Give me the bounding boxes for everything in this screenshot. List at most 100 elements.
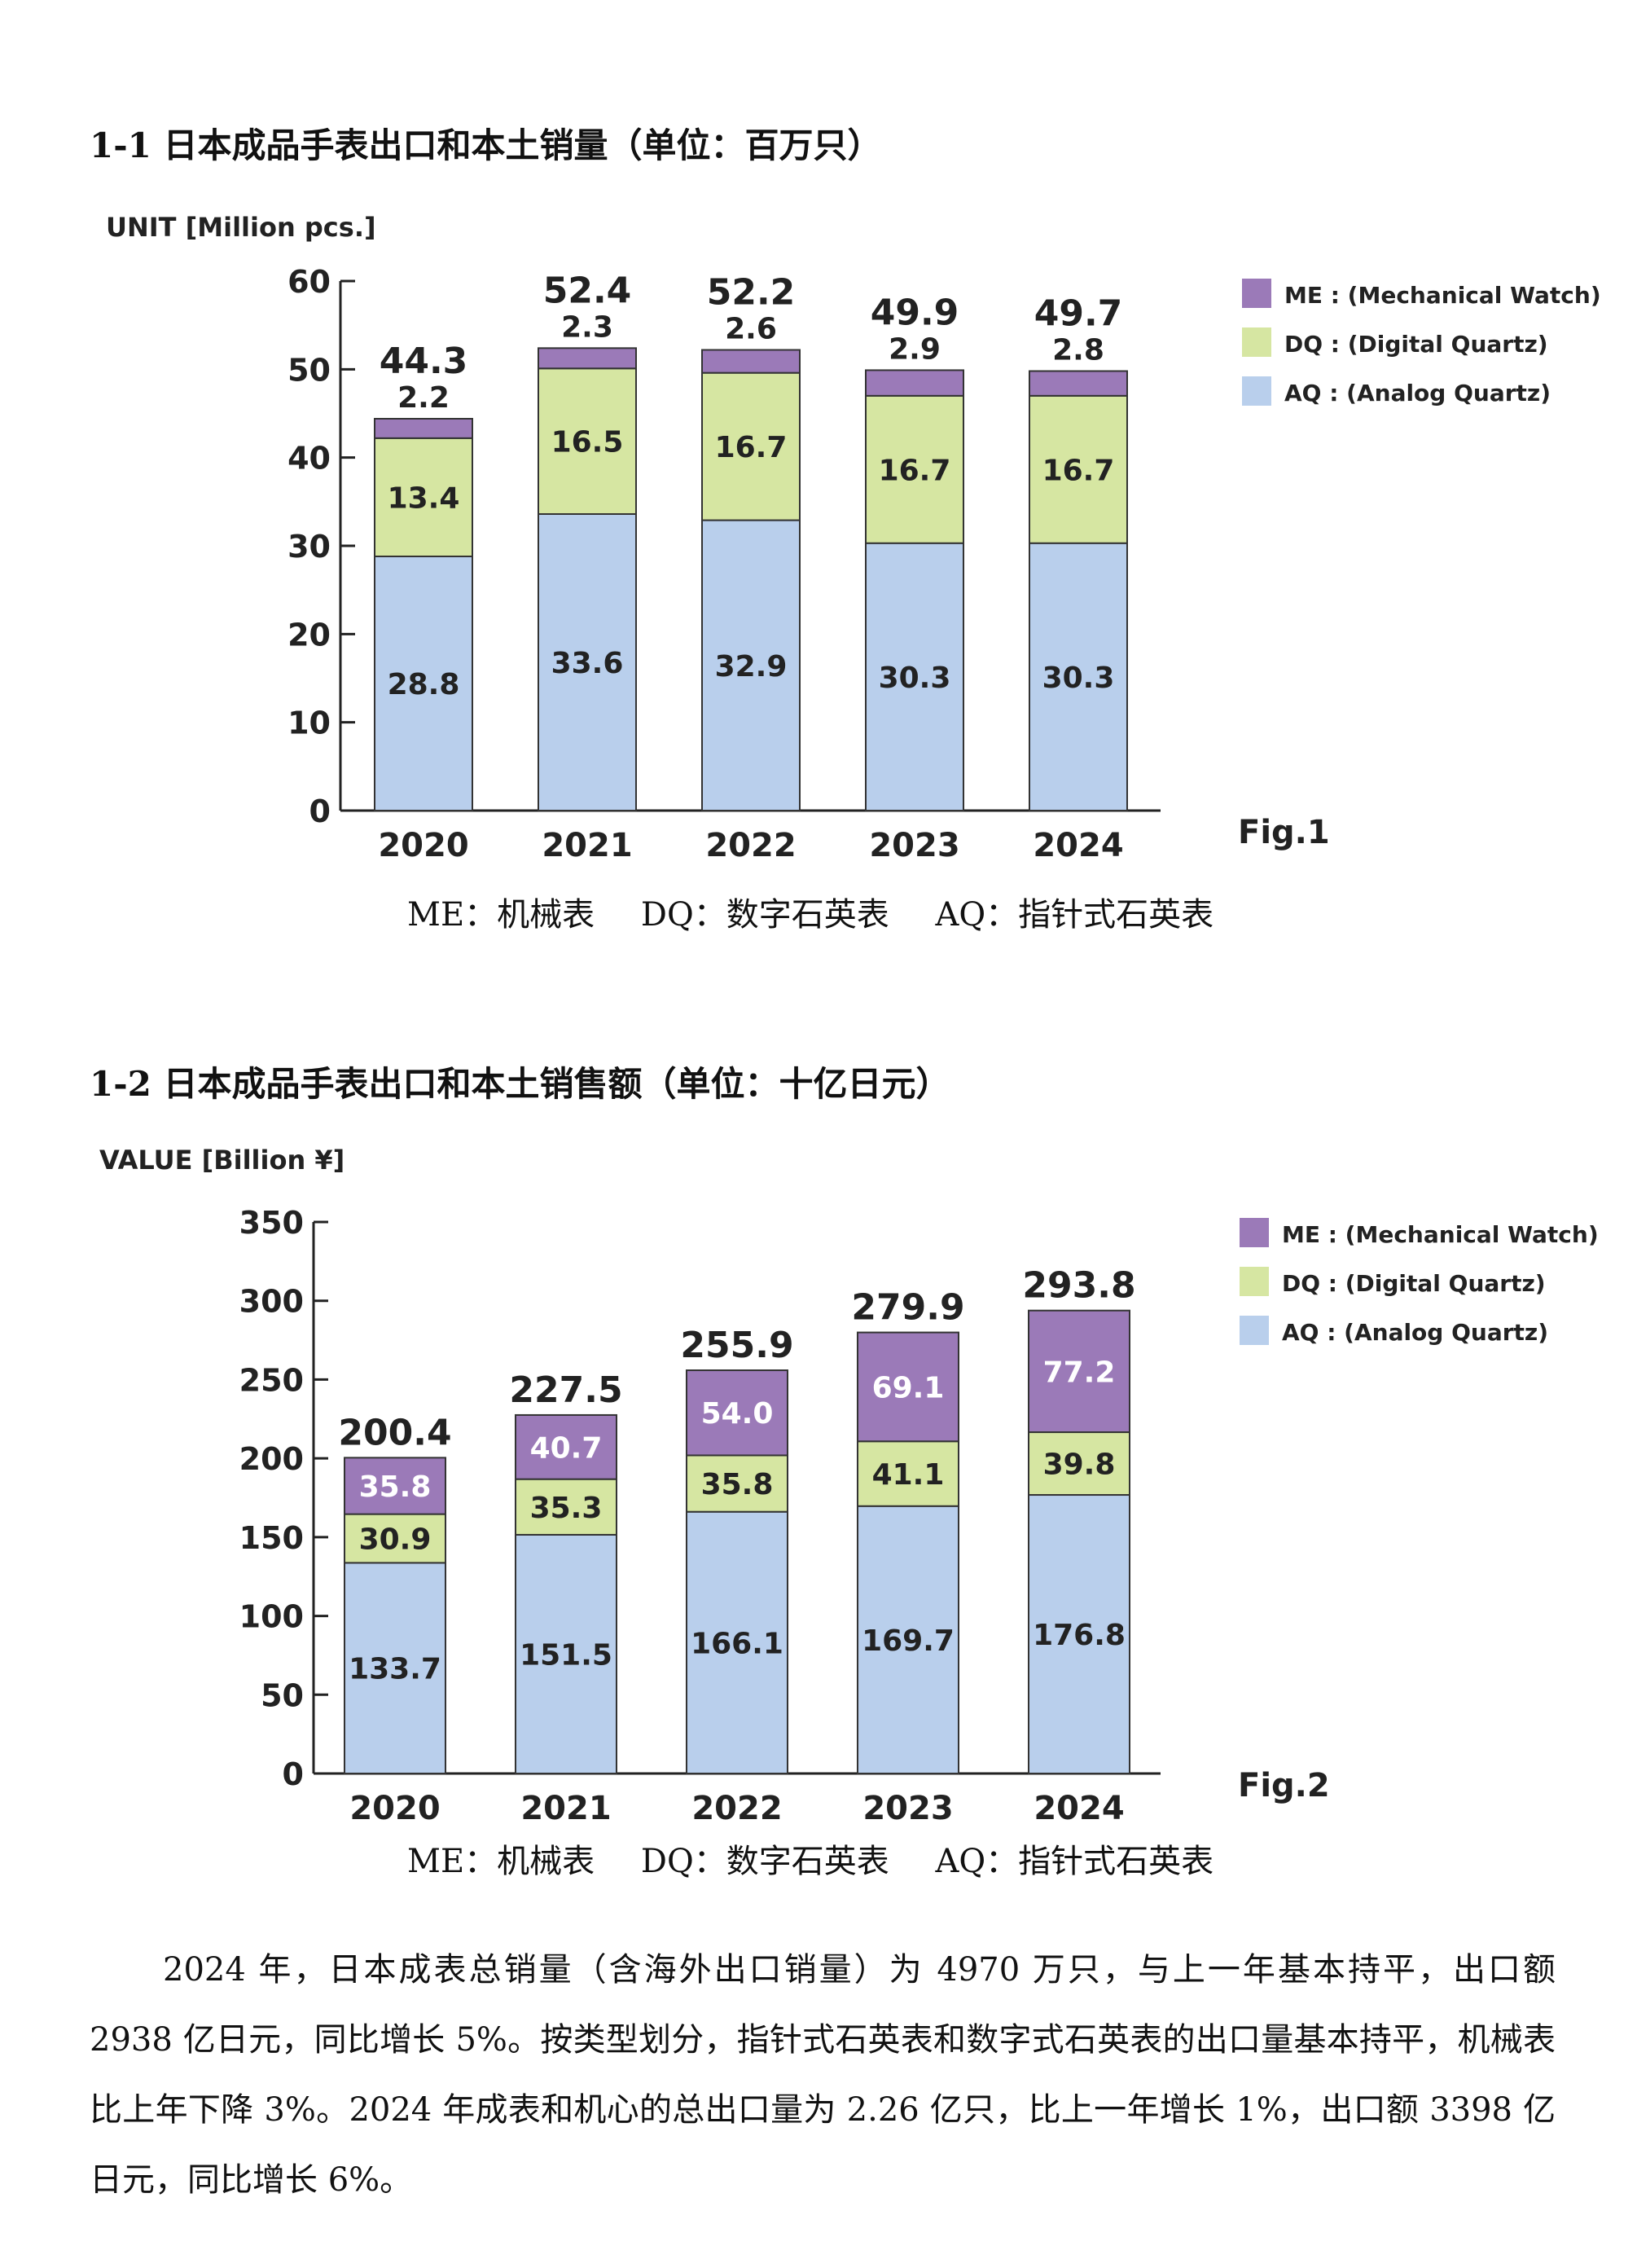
data-label-aq: 176.8 bbox=[1033, 1619, 1126, 1652]
legend-label-me: ME : (Mechanical Watch) bbox=[1284, 282, 1601, 309]
data-label-dq: 16.7 bbox=[879, 454, 951, 487]
data-label-aq: 169.7 bbox=[862, 1624, 955, 1658]
caption-dq: DQ：数字石英表 bbox=[640, 896, 889, 934]
chart-2-value: VALUE [Billion ¥] 0 50 100 150 200 250 300 350 13… bbox=[99, 1145, 1599, 1827]
data-label-dq: 35.3 bbox=[530, 1492, 603, 1525]
data-label-me: 40.7 bbox=[530, 1431, 603, 1465]
bar-segment-me bbox=[1028, 1309, 1130, 1434]
legend-swatch-me bbox=[1242, 279, 1271, 308]
data-label-aq: 151.5 bbox=[520, 1638, 612, 1672]
caption-dq: DQ：数字石英表 bbox=[640, 1843, 889, 1880]
x-tick-label: 2022 bbox=[705, 827, 796, 864]
y-tick-label: 10 bbox=[287, 705, 331, 741]
bar-segment-aq bbox=[515, 1533, 617, 1774]
data-label-aq: 28.8 bbox=[388, 668, 460, 701]
bar-segment-dq bbox=[344, 1513, 446, 1564]
x-tick-label: 2022 bbox=[691, 1790, 782, 1827]
section-2-heading: 1-2 日本成品手表出口和本土销售额（单位：十亿日元） bbox=[90, 1064, 950, 1104]
y-tick-label: 40 bbox=[287, 441, 331, 477]
data-label-me: 35.8 bbox=[359, 1470, 432, 1504]
total-label: 200.4 bbox=[338, 1412, 451, 1453]
caption-me: ME：机械表 bbox=[407, 896, 595, 934]
data-label-me: 77.2 bbox=[1043, 1356, 1116, 1389]
bar-segment-dq bbox=[865, 394, 964, 544]
bar-segment-aq bbox=[344, 1562, 446, 1774]
y-tick-label: 60 bbox=[287, 264, 331, 300]
section-1-heading: 1-1 日本成品手表出口和本土销量（单位：百万只） bbox=[90, 125, 882, 165]
x-tick-label: 2020 bbox=[349, 1790, 440, 1827]
data-label-dq: 39.8 bbox=[1043, 1448, 1116, 1482]
bar-segment-me bbox=[857, 1331, 959, 1443]
chart-1-unit: UNIT [Million pcs.] 0 10 20 30 40 50 60 28.8 13.4… bbox=[106, 212, 1601, 864]
y-tick-label: 100 bbox=[239, 1599, 304, 1635]
bar-segment-aq bbox=[1028, 1494, 1130, 1774]
total-label: 49.7 bbox=[1034, 293, 1123, 335]
data-label-dq: 16.7 bbox=[1042, 454, 1115, 487]
legend-label-dq: DQ : (Digital Quartz) bbox=[1282, 1270, 1546, 1297]
y-tick-label: 250 bbox=[239, 1362, 304, 1398]
bar-segment-me bbox=[686, 1369, 788, 1457]
bar-segment-me bbox=[515, 1413, 617, 1480]
data-label-me: 54.0 bbox=[701, 1397, 774, 1431]
y-tick-label: 200 bbox=[239, 1441, 304, 1477]
legend-swatch-me bbox=[1240, 1218, 1269, 1247]
legend-label-dq: DQ : (Digital Quartz) bbox=[1284, 331, 1548, 358]
legend-swatch-dq bbox=[1240, 1267, 1269, 1296]
y-axis-label: UNIT [Million pcs.] bbox=[106, 212, 376, 243]
bar-segment-aq bbox=[701, 519, 801, 811]
data-label-aq: 30.3 bbox=[879, 662, 951, 695]
y-tick-label: 150 bbox=[239, 1520, 304, 1556]
data-label-dq: 41.1 bbox=[872, 1458, 945, 1492]
bar-segment-aq bbox=[538, 513, 637, 811]
legend-swatch-aq bbox=[1242, 376, 1271, 406]
data-label-dq: 16.7 bbox=[715, 431, 788, 464]
bar-segment-me bbox=[374, 418, 473, 439]
x-tick-label: 2023 bbox=[862, 1790, 953, 1827]
y-tick-label: 50 bbox=[261, 1677, 304, 1713]
data-label-me: 2.9 bbox=[889, 332, 941, 366]
total-label: 52.2 bbox=[707, 272, 796, 314]
legend-swatch-aq bbox=[1240, 1316, 1269, 1345]
caption-me: ME：机械表 bbox=[407, 1843, 595, 1880]
x-tick-label: 2021 bbox=[542, 827, 632, 864]
total-label: 293.8 bbox=[1022, 1265, 1135, 1307]
data-label-aq: 30.3 bbox=[1042, 662, 1115, 695]
x-tick-label: 2024 bbox=[1033, 827, 1123, 864]
data-label-aq: 33.6 bbox=[551, 647, 624, 680]
y-tick-label: 0 bbox=[309, 793, 331, 829]
bar-segment-dq bbox=[538, 367, 637, 515]
total-label: 52.4 bbox=[543, 270, 632, 311]
bar-segment-dq bbox=[374, 437, 473, 558]
bar-segment-me bbox=[701, 349, 801, 374]
figure-label: Fig.2 bbox=[1238, 1767, 1330, 1804]
legend-label-me: ME : (Mechanical Watch) bbox=[1282, 1221, 1599, 1248]
data-label-me: 2.3 bbox=[561, 310, 613, 344]
summary-paragraph: 2024 年，日本成表总销量（含海外出口销量）为 4970 万只，与上一年基本持… bbox=[90, 1951, 1556, 2199]
data-label-dq: 13.4 bbox=[388, 481, 460, 515]
total-label: 255.9 bbox=[680, 1325, 793, 1366]
caption-aq: AQ：指针式石英表 bbox=[935, 1843, 1214, 1880]
x-tick-label: 2021 bbox=[520, 1790, 611, 1827]
section-2-caption: ME：机械表 DQ：数字石英表 AQ：指针式石英表 bbox=[407, 1835, 1249, 1882]
legend-label-aq: AQ : (Analog Quartz) bbox=[1284, 380, 1551, 407]
bar-segment-me bbox=[865, 369, 964, 397]
x-tick-label: 2023 bbox=[869, 827, 959, 864]
y-tick-label: 350 bbox=[239, 1205, 304, 1241]
bar-segment-dq bbox=[701, 371, 801, 521]
legend-swatch-dq bbox=[1242, 327, 1271, 357]
data-label-me: 2.8 bbox=[1052, 334, 1104, 367]
data-label-aq: 32.9 bbox=[715, 650, 788, 683]
data-label-aq: 133.7 bbox=[349, 1653, 441, 1686]
x-tick-label: 2024 bbox=[1034, 1790, 1124, 1827]
y-tick-label: 300 bbox=[239, 1284, 304, 1320]
y-axis-label: VALUE [Billion ¥] bbox=[99, 1145, 345, 1176]
y-tick-label: 0 bbox=[283, 1756, 304, 1792]
bar-segment-aq bbox=[686, 1510, 788, 1774]
total-label: 227.5 bbox=[509, 1369, 622, 1411]
bar-segment-dq bbox=[686, 1454, 788, 1513]
caption-aq: AQ：指针式石英表 bbox=[935, 896, 1214, 934]
legend-label-aq: AQ : (Analog Quartz) bbox=[1282, 1319, 1548, 1346]
y-tick-label: 30 bbox=[287, 529, 331, 565]
y-tick-label: 20 bbox=[287, 617, 331, 653]
bar-segment-me bbox=[538, 347, 637, 370]
